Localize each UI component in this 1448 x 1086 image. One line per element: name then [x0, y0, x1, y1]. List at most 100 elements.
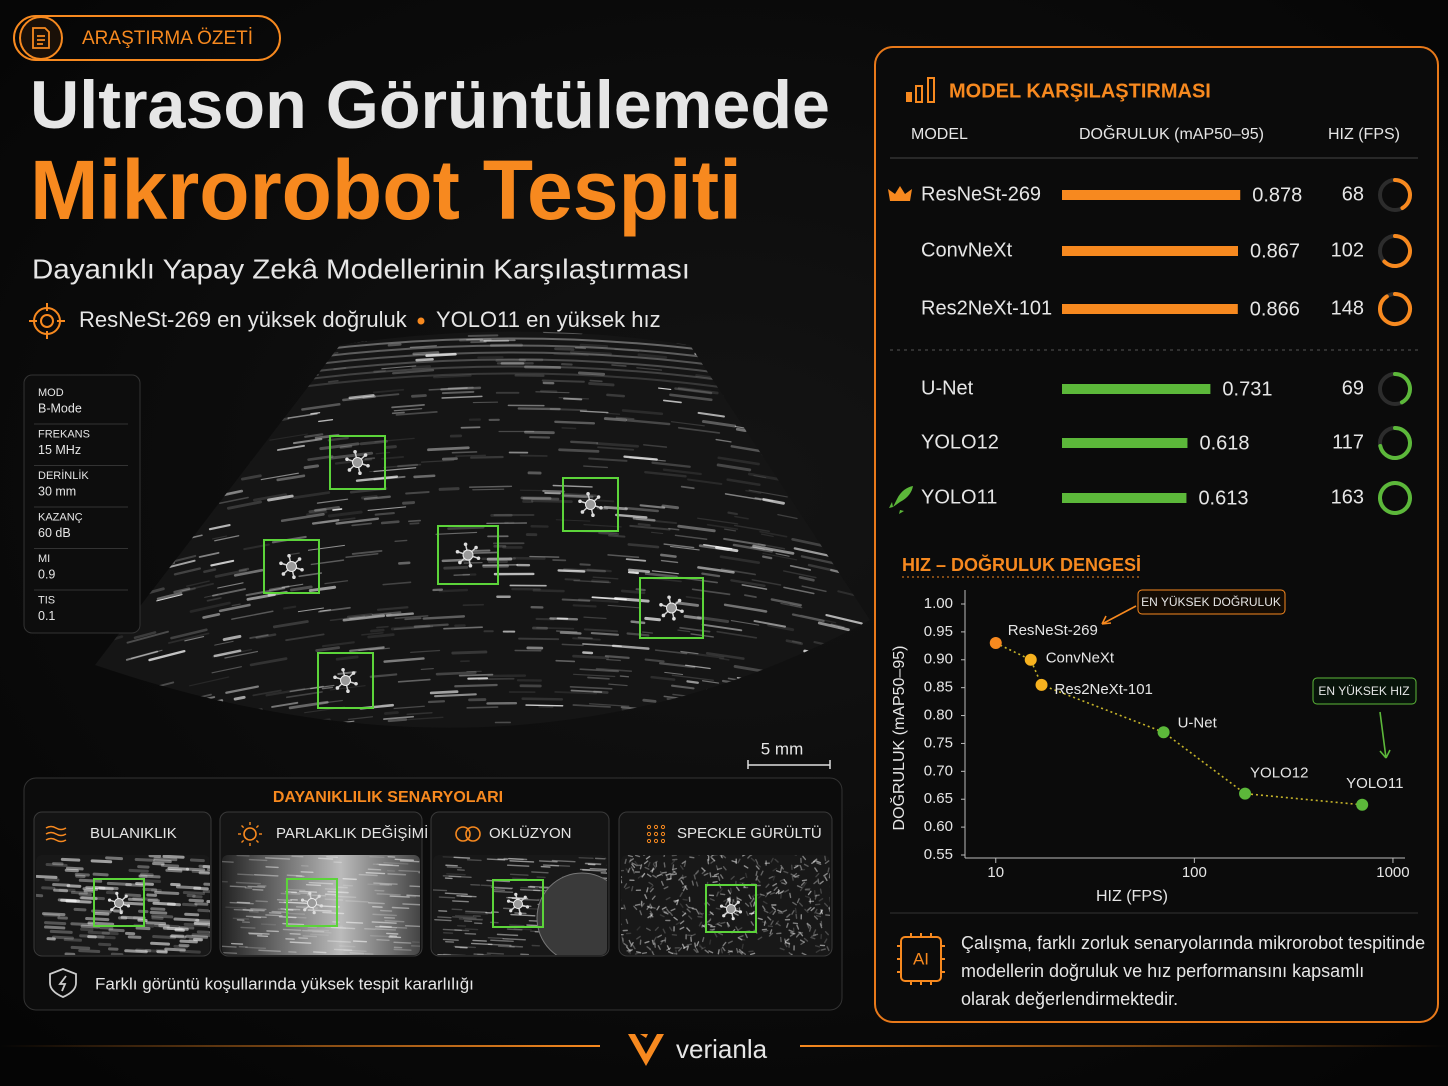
speckle [191, 869, 210, 874]
speckle [759, 893, 765, 897]
speckle [352, 940, 368, 943]
robot-joint [591, 513, 595, 518]
speckle [763, 929, 769, 933]
speckle [621, 878, 623, 884]
speckle [255, 633, 277, 640]
speckle [442, 938, 459, 941]
speckle [407, 716, 444, 721]
speckle [324, 898, 344, 901]
speckle [297, 607, 325, 613]
speckle [747, 855, 752, 859]
speckle [679, 926, 685, 930]
speckle [535, 391, 570, 394]
speckle [685, 903, 690, 909]
speckle [824, 931, 829, 936]
speckle [307, 544, 346, 551]
speckle [646, 905, 652, 909]
fps-ring [1393, 372, 1412, 405]
speckle [480, 884, 493, 887]
speckle [287, 413, 318, 419]
speckle [784, 889, 790, 893]
speckle [214, 535, 240, 542]
speckle [413, 623, 449, 628]
speckle [741, 943, 744, 950]
speckle [720, 921, 726, 925]
speckle [319, 517, 356, 524]
robot-joint [308, 891, 312, 895]
robot-joint [345, 457, 349, 462]
robot-joint [680, 609, 684, 614]
speckle [708, 950, 714, 954]
speckle [725, 900, 729, 906]
speckle [224, 650, 259, 659]
robot-joint [333, 675, 337, 680]
speckle [152, 935, 177, 940]
speckle [168, 632, 210, 644]
fps-label: 148 [1331, 297, 1364, 319]
speckle [472, 488, 505, 491]
speckle [222, 860, 234, 863]
speckle [630, 941, 634, 947]
speckle [679, 626, 711, 633]
annotation: EN YÜKSEK DOĞRULUK [1141, 594, 1281, 609]
robot-joint [474, 545, 478, 550]
robot-joint [722, 914, 726, 918]
speckle [679, 892, 683, 897]
robot-joint [586, 491, 590, 496]
speckle [345, 552, 379, 558]
speckle [202, 612, 221, 619]
noise-icon [653, 831, 659, 837]
robot-joint [455, 549, 460, 554]
speckle [134, 857, 155, 862]
speckle [749, 952, 756, 955]
speckle [750, 546, 765, 551]
speckle [758, 894, 763, 899]
speckle [502, 938, 526, 941]
tissue-band [299, 344, 721, 360]
sun-ray [241, 839, 245, 843]
speckle [705, 651, 745, 660]
speckle [198, 864, 210, 869]
speckle [715, 438, 732, 443]
speckle [814, 867, 818, 873]
speckle [441, 395, 483, 399]
speckle [250, 908, 267, 911]
speckle [151, 914, 174, 919]
speckle [288, 552, 300, 556]
speckle [226, 500, 262, 510]
speckle [311, 518, 340, 525]
speckle [627, 571, 639, 575]
speckle [124, 893, 142, 898]
bar [1062, 304, 1238, 314]
speckle [391, 906, 410, 910]
speckle [231, 610, 274, 620]
speckle [662, 468, 702, 476]
speckle [233, 695, 246, 701]
speckle [795, 933, 800, 938]
speckle [128, 868, 149, 873]
speckle [41, 912, 66, 917]
title: Ultrason Görüntülemede [30, 67, 830, 143]
speckle [442, 928, 462, 932]
speckle [650, 675, 676, 681]
speckle [621, 936, 624, 942]
speckle [271, 910, 289, 914]
speckle [496, 933, 519, 937]
speckle [824, 855, 827, 862]
robot-body [307, 898, 317, 908]
speckle [555, 519, 591, 522]
bar [1062, 438, 1188, 448]
speckle [634, 860, 639, 866]
speckle [569, 685, 613, 690]
scenario-image [433, 855, 607, 955]
speckle [264, 857, 291, 860]
speckle [660, 940, 664, 945]
speckle [349, 646, 385, 653]
y-tick-label: 0.70 [924, 762, 953, 779]
speckle [458, 673, 494, 677]
speckle [405, 491, 430, 495]
speckle [716, 891, 719, 897]
speckle [447, 386, 474, 390]
speckle [703, 872, 709, 876]
